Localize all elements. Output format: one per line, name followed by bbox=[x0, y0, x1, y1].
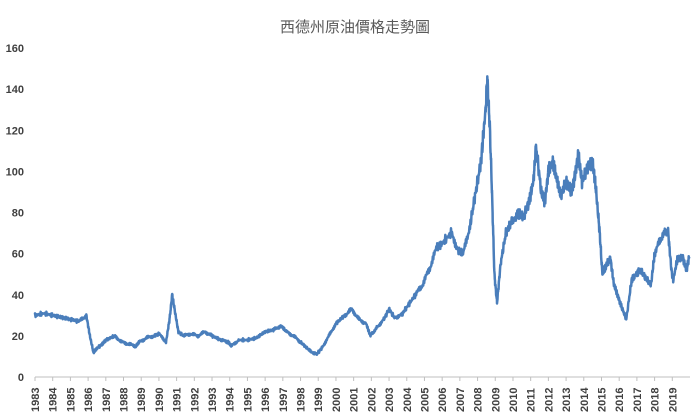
y-tick-label: 120 bbox=[6, 125, 24, 137]
x-tick-label: 2014 bbox=[579, 387, 591, 412]
x-tick-label: 1998 bbox=[296, 388, 308, 412]
y-tick-label: 160 bbox=[6, 43, 24, 55]
y-tick-label: 80 bbox=[12, 208, 24, 220]
x-tick-label: 1983 bbox=[30, 388, 42, 412]
x-tick-label: 2018 bbox=[650, 388, 662, 412]
x-tick-label: 2006 bbox=[437, 388, 449, 412]
x-tick-label: 1988 bbox=[119, 388, 131, 412]
x-tick-label: 2017 bbox=[632, 388, 644, 412]
x-tick-label: 1990 bbox=[154, 388, 166, 412]
x-tick-label: 1985 bbox=[65, 388, 77, 412]
y-tick-label: 60 bbox=[12, 249, 24, 261]
x-tick-label: 1987 bbox=[101, 388, 113, 412]
y-tick-label: 100 bbox=[6, 166, 24, 178]
y-tick-label: 40 bbox=[12, 290, 24, 302]
x-axis: 1983 1984 1985 1986 1987 1988 1989 1990 1991 1992… bbox=[30, 376, 690, 412]
y-tick-label: 140 bbox=[6, 84, 24, 96]
x-tick-label: 1986 bbox=[83, 388, 95, 412]
x-tick-label: 2005 bbox=[419, 388, 431, 412]
x-tick-label: 1993 bbox=[207, 388, 219, 412]
x-tick-label: 1992 bbox=[189, 388, 201, 412]
x-tick-label: 1994 bbox=[225, 387, 237, 412]
y-tick-label: 20 bbox=[12, 331, 24, 343]
x-tick-label: 2016 bbox=[614, 388, 626, 412]
x-tick-label: 1997 bbox=[278, 388, 290, 412]
x-tick-label: 1996 bbox=[260, 388, 272, 412]
y-tick-label: 0 bbox=[18, 372, 24, 384]
x-tick-label: 2007 bbox=[455, 388, 467, 412]
x-tick-label: 2008 bbox=[473, 388, 485, 412]
x-tick-label: 2009 bbox=[490, 388, 502, 412]
x-tick-label: 1989 bbox=[136, 388, 148, 412]
x-tick-label: 2001 bbox=[349, 388, 361, 412]
x-tick-label: 2000 bbox=[331, 388, 343, 412]
x-tick-label: 2019 bbox=[667, 388, 679, 412]
x-tick-label: 1995 bbox=[242, 388, 254, 412]
chart-title: 西德州原油價格走勢圖 bbox=[280, 18, 430, 36]
x-tick-label: 1984 bbox=[48, 387, 60, 412]
x-tick-label: 2004 bbox=[402, 387, 414, 412]
x-tick-label: 2003 bbox=[384, 388, 396, 412]
x-tick-label: 2012 bbox=[543, 388, 555, 412]
x-tick-label: 2011 bbox=[526, 388, 538, 412]
y-axis: 0 20 40 60 80 100 120 140 160 bbox=[6, 43, 24, 384]
x-tick-label: 2002 bbox=[366, 388, 378, 412]
x-tick-label: 2010 bbox=[508, 388, 520, 412]
x-tick-label: 1999 bbox=[313, 388, 325, 412]
x-tick-label: 2013 bbox=[561, 388, 573, 412]
price-series-line bbox=[33, 75, 691, 356]
x-tick-label: 1991 bbox=[172, 388, 184, 412]
x-tick-label: 2015 bbox=[596, 388, 608, 412]
